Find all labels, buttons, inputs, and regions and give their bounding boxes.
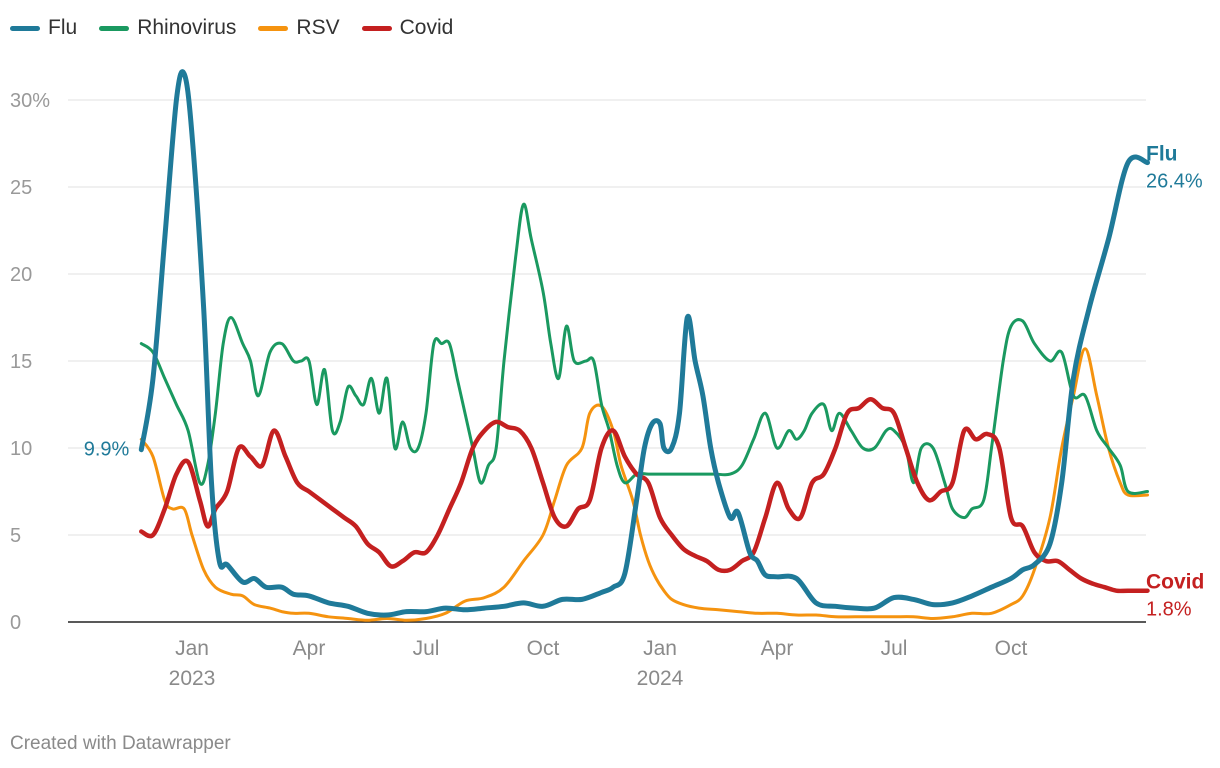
x-tick-label: Jan — [643, 637, 677, 660]
legend-label-rhinovirus: Rhinovirus — [137, 16, 237, 39]
x-tick-label: Oct — [527, 637, 560, 660]
y-tick-label: 10 — [10, 438, 32, 460]
series-lines — [138, 69, 1150, 622]
y-tick-label: 25 — [10, 177, 32, 199]
legend-swatch-rsv — [258, 25, 289, 31]
legend: Flu Rhinovirus RSV Covid — [10, 16, 453, 40]
x-tick-year: 2024 — [637, 667, 684, 690]
annotation-flu-value: 26.4% — [1146, 171, 1203, 193]
legend-label-rsv: RSV — [296, 16, 340, 39]
x-tick-label: Oct — [995, 637, 1028, 660]
legend-item-covid[interactable]: Covid — [361, 16, 454, 40]
annotation-flu-title: Flu — [1146, 143, 1178, 166]
legend-swatch-rhinovirus — [99, 25, 130, 31]
x-tick-label: Apr — [293, 637, 326, 660]
series-line-flu — [138, 69, 1150, 618]
y-tick-label: 15 — [10, 351, 32, 373]
annotations: 9.9% Flu 26.4% Covid 1.8% — [84, 143, 1205, 621]
x-tick-label: Jul — [413, 637, 440, 660]
annotation-covid-title: Covid — [1146, 571, 1204, 594]
legend-label-covid: Covid — [399, 16, 454, 39]
series-line-rhinovirus — [139, 202, 1149, 520]
y-axis: 0 5 10 15 20 25 30% — [10, 90, 50, 634]
x-axis: Jan 2023 Apr Jul Oct Jan 2024 Apr Jul Oct — [169, 637, 1028, 690]
legend-item-flu[interactable]: Flu — [10, 16, 77, 40]
x-tick-label: Jan — [175, 637, 209, 660]
annotation-covid-value: 1.8% — [1146, 599, 1192, 621]
x-tick-year: 2023 — [169, 667, 216, 690]
credit-text: Created with Datawrapper — [10, 733, 231, 754]
y-tick-label: 5 — [10, 525, 21, 547]
annotation-flu-start: 9.9% — [84, 439, 130, 461]
y-tick-label: 0 — [10, 612, 21, 634]
legend-item-rhinovirus[interactable]: Rhinovirus — [99, 16, 236, 40]
x-tick-label: Jul — [881, 637, 908, 660]
x-tick-label: Apr — [761, 637, 794, 660]
y-tick-label: 30% — [10, 90, 50, 112]
y-tick-label: 20 — [10, 264, 32, 286]
series-line-rsv — [139, 347, 1149, 622]
legend-item-rsv[interactable]: RSV — [258, 16, 340, 40]
series-line-covid — [139, 397, 1150, 594]
gridlines — [68, 99, 1146, 623]
legend-label-flu: Flu — [48, 16, 78, 39]
legend-swatch-covid — [361, 25, 392, 31]
legend-swatch-flu — [10, 25, 40, 31]
